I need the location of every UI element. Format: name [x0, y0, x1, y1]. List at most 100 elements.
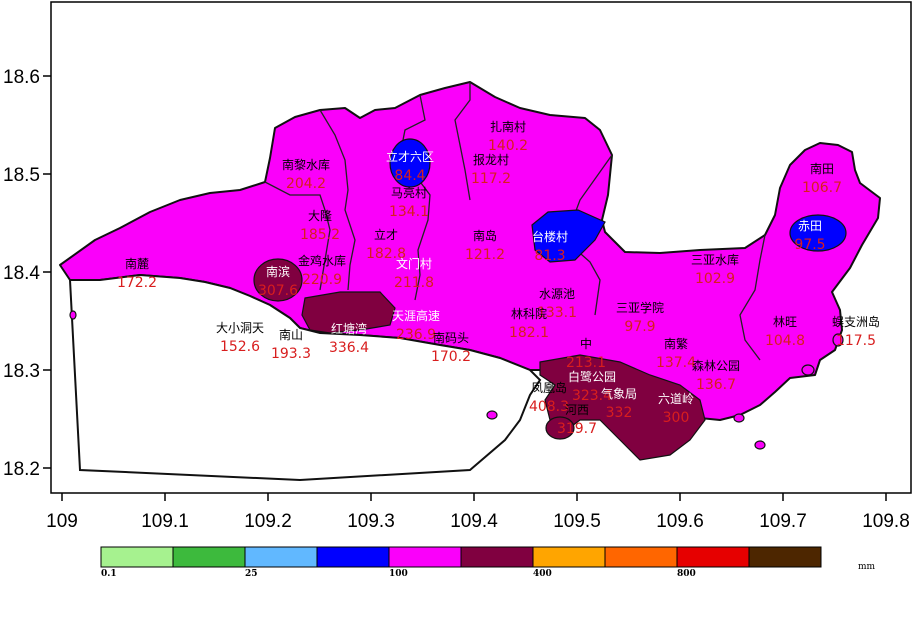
y-tick-label: 18.6: [3, 67, 40, 88]
legend-swatch: [172, 546, 246, 568]
x-tick-label: 109.4: [450, 511, 498, 532]
legend-swatch: [244, 546, 318, 568]
station-value: 332: [606, 405, 633, 421]
station-value: 134.1: [389, 204, 429, 220]
x-tick-label: 109.1: [141, 511, 189, 532]
station-name: 白鹭公园: [568, 369, 616, 384]
station-name: 大隆: [308, 208, 332, 223]
station-value: 211.8: [394, 275, 434, 291]
y-tick-label: 18.4: [3, 263, 40, 284]
station-name: 凤凰岛: [531, 380, 567, 395]
station-name: 台楼村: [532, 229, 568, 244]
station-value: 104.8: [765, 333, 805, 349]
station-value: 137.4: [656, 355, 696, 371]
station-value: 133.1: [537, 305, 577, 321]
legend-swatch: [460, 546, 534, 568]
station-name: 立才: [374, 227, 398, 242]
legend-swatch: [676, 546, 750, 568]
station-name: 水源池: [539, 287, 575, 301]
legend-label: 0.1: [101, 569, 117, 579]
station-labels: 扎南村 140.2 南黎水库 204.2 立才六区 84.4 报龙村 117.2 马亮村 134.…: [117, 119, 880, 437]
station-value: 81.3: [534, 248, 565, 264]
boundary-lines: [264, 82, 766, 361]
station-value: 102.9: [695, 271, 735, 287]
y-axis: 18.6 18.5 18.4 18.3 18.2: [3, 67, 51, 480]
legend-unit: mm: [858, 562, 876, 572]
legend-swatch: [532, 546, 606, 568]
station-value: 182.1: [509, 325, 549, 341]
station-value: 185.2: [300, 227, 340, 243]
x-tick-label: 109.2: [244, 511, 292, 532]
station-name: 林旺: [773, 315, 797, 329]
legend-label: 800: [677, 569, 696, 579]
y-tick-label: 18.3: [3, 361, 40, 382]
station-name: 南黎水库: [282, 157, 330, 172]
legend: 0.1 25 100 400 800: [100, 546, 822, 579]
station-name: 森林公园: [692, 358, 740, 373]
station-name: 红塘湾: [331, 321, 367, 336]
station-value: 204.2: [286, 176, 326, 192]
heavy-rain-patches: [253, 258, 706, 461]
station-value: 121.2: [465, 247, 505, 263]
legend-swatch: [316, 546, 390, 568]
station-name: 林科院: [511, 307, 547, 321]
station-value: 84.4: [394, 168, 425, 184]
station-value: 220.9: [302, 272, 342, 288]
station-value: 300: [663, 410, 690, 426]
station-value: 136.7: [696, 377, 736, 393]
sea-cutout: [68, 273, 542, 482]
legend-label: 400: [533, 569, 552, 579]
station-name: 中: [580, 336, 592, 351]
legend-label: 100: [389, 569, 408, 579]
station-value: 336.4: [329, 340, 369, 356]
station-name: 南山: [279, 327, 303, 342]
station-name: 扎南村: [490, 119, 526, 134]
station-value: 307.6: [258, 283, 298, 299]
x-tick-label: 109.5: [553, 511, 601, 532]
legend-swatch: [604, 546, 678, 568]
station-name: 金鸡水库: [298, 253, 346, 268]
legend-swatch: [100, 546, 174, 568]
x-axis: 109 109.1 109.2 109.3 109.4 109.5 109.6 109.7 10…: [46, 493, 910, 532]
station-name: 南滨: [266, 264, 290, 279]
station-value: 170.2: [431, 349, 471, 365]
station-value: 117.2: [471, 171, 511, 187]
station-name: 文门村: [396, 256, 432, 271]
station-name: 大小洞天: [216, 321, 264, 335]
islands: [69, 310, 844, 450]
station-value: 140.2: [488, 138, 528, 154]
station-name: 南麓: [125, 256, 149, 271]
x-tick-label: 109.8: [862, 511, 910, 532]
x-tick-label: 109.7: [759, 511, 807, 532]
station-name: 马亮村: [391, 185, 427, 200]
station-name: 立才六区: [386, 149, 434, 164]
station-value: 236.9: [396, 327, 436, 343]
station-name: 蜈支洲岛: [832, 314, 880, 329]
y-tick-label: 18.5: [3, 165, 40, 186]
x-tick-label: 109.6: [656, 511, 704, 532]
station-value: 152.6: [220, 339, 260, 355]
station-value: 172.2: [117, 275, 157, 291]
station-name: 南繁: [664, 336, 688, 351]
station-name: 南田: [810, 161, 834, 176]
station-name: 三亚水库: [691, 252, 739, 267]
station-value: 408.3: [529, 399, 569, 415]
station-name: 天涯高速: [392, 308, 440, 323]
station-value: 106.7: [802, 180, 842, 196]
station-value: 97.9: [624, 319, 655, 335]
station-name: 报龙村: [473, 152, 509, 167]
legend-swatch: [748, 546, 822, 568]
x-tick-label: 109: [46, 511, 78, 532]
station-value: 213.1: [566, 355, 606, 371]
station-value: 97.5: [794, 237, 825, 253]
station-value: 182.8: [366, 246, 406, 262]
station-name: 气象局: [601, 386, 637, 401]
station-name: 三亚学院: [616, 300, 664, 315]
station-value: 319.7: [557, 421, 597, 437]
station-name: 南码头: [433, 330, 469, 345]
station-value: 323.4: [572, 388, 612, 404]
x-tick-label: 109.3: [347, 511, 395, 532]
island-maroon: [545, 416, 575, 440]
station-name: 河西: [565, 403, 589, 417]
